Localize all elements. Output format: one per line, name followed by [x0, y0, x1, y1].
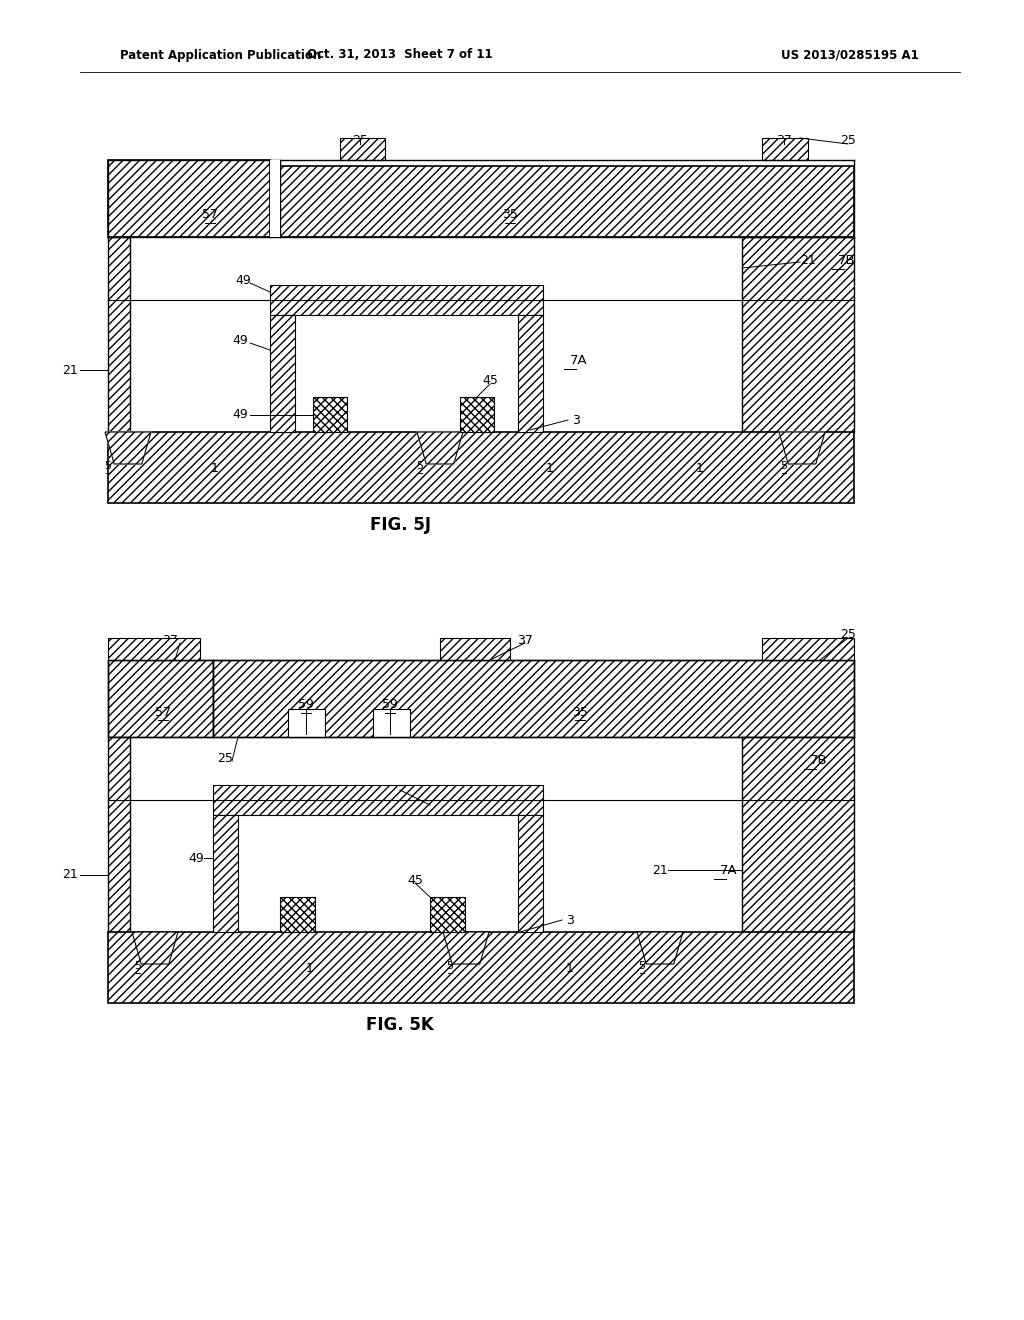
Bar: [213, 660, 854, 737]
Text: 3: 3: [572, 413, 580, 426]
Bar: [270, 315, 295, 432]
Text: 25: 25: [840, 628, 856, 642]
Text: 1: 1: [546, 462, 554, 474]
Text: 5: 5: [104, 461, 112, 471]
Text: 25: 25: [840, 133, 856, 147]
Text: 49: 49: [188, 851, 204, 865]
Text: 35: 35: [502, 209, 518, 222]
Bar: [288, 709, 325, 737]
Polygon shape: [779, 432, 825, 465]
Text: 37: 37: [162, 634, 178, 647]
Text: 7A: 7A: [570, 354, 588, 367]
Bar: [430, 898, 465, 932]
Bar: [108, 432, 854, 503]
Text: 5: 5: [446, 961, 454, 972]
Text: 1: 1: [566, 961, 573, 974]
Text: 5: 5: [134, 961, 141, 972]
Text: 45: 45: [482, 374, 498, 387]
Polygon shape: [132, 932, 178, 964]
Text: 21: 21: [62, 869, 78, 882]
Polygon shape: [443, 932, 489, 964]
Text: 7B: 7B: [810, 754, 827, 767]
Text: 57: 57: [202, 209, 218, 222]
Bar: [518, 814, 543, 932]
Text: Patent Application Publication: Patent Application Publication: [120, 49, 322, 62]
Bar: [108, 160, 270, 238]
Text: 59: 59: [298, 698, 314, 711]
Bar: [340, 139, 385, 160]
Bar: [762, 638, 854, 660]
Bar: [108, 737, 130, 932]
Polygon shape: [637, 932, 683, 964]
Text: 49: 49: [232, 408, 248, 421]
Text: 1: 1: [211, 462, 219, 474]
Text: FIG. 5J: FIG. 5J: [370, 516, 430, 535]
Text: 37: 37: [517, 634, 532, 647]
Text: 45: 45: [408, 874, 423, 887]
Polygon shape: [417, 432, 463, 465]
Text: 3: 3: [566, 913, 573, 927]
Text: 21: 21: [62, 363, 78, 376]
Bar: [742, 737, 854, 932]
Text: 59: 59: [382, 698, 398, 711]
Bar: [213, 785, 543, 814]
Bar: [108, 660, 213, 737]
Text: 21: 21: [800, 253, 816, 267]
Bar: [280, 898, 315, 932]
Text: 1: 1: [696, 462, 703, 474]
Text: 5: 5: [639, 961, 645, 972]
Bar: [108, 932, 854, 1003]
Bar: [313, 397, 347, 432]
Text: Oct. 31, 2013  Sheet 7 of 11: Oct. 31, 2013 Sheet 7 of 11: [307, 49, 493, 62]
Text: 49: 49: [232, 334, 248, 346]
Bar: [762, 139, 808, 160]
Text: 25: 25: [217, 751, 232, 764]
Bar: [108, 238, 130, 432]
Polygon shape: [779, 432, 825, 465]
Text: 7A: 7A: [720, 863, 737, 876]
Text: 7B: 7B: [838, 253, 856, 267]
Text: 21: 21: [652, 863, 668, 876]
Bar: [440, 638, 510, 660]
Text: 49: 49: [236, 273, 251, 286]
Text: 57: 57: [155, 705, 171, 718]
Text: 25: 25: [352, 133, 368, 147]
Bar: [742, 238, 854, 432]
Bar: [270, 285, 543, 315]
Text: 37: 37: [776, 133, 792, 147]
Polygon shape: [417, 432, 463, 465]
Bar: [213, 814, 238, 932]
Bar: [373, 709, 410, 737]
Text: 5: 5: [780, 461, 787, 471]
Bar: [518, 315, 543, 432]
Text: 5: 5: [417, 461, 424, 471]
Bar: [460, 397, 494, 432]
Polygon shape: [105, 432, 151, 465]
Text: FIG. 5K: FIG. 5K: [367, 1016, 434, 1034]
Text: 49: 49: [412, 799, 428, 812]
Text: 1: 1: [306, 961, 314, 974]
Text: US 2013/0285195 A1: US 2013/0285195 A1: [781, 49, 919, 62]
Polygon shape: [105, 432, 151, 465]
Bar: [270, 160, 280, 238]
Text: 35: 35: [572, 705, 588, 718]
Bar: [280, 166, 854, 238]
Bar: [108, 638, 200, 660]
